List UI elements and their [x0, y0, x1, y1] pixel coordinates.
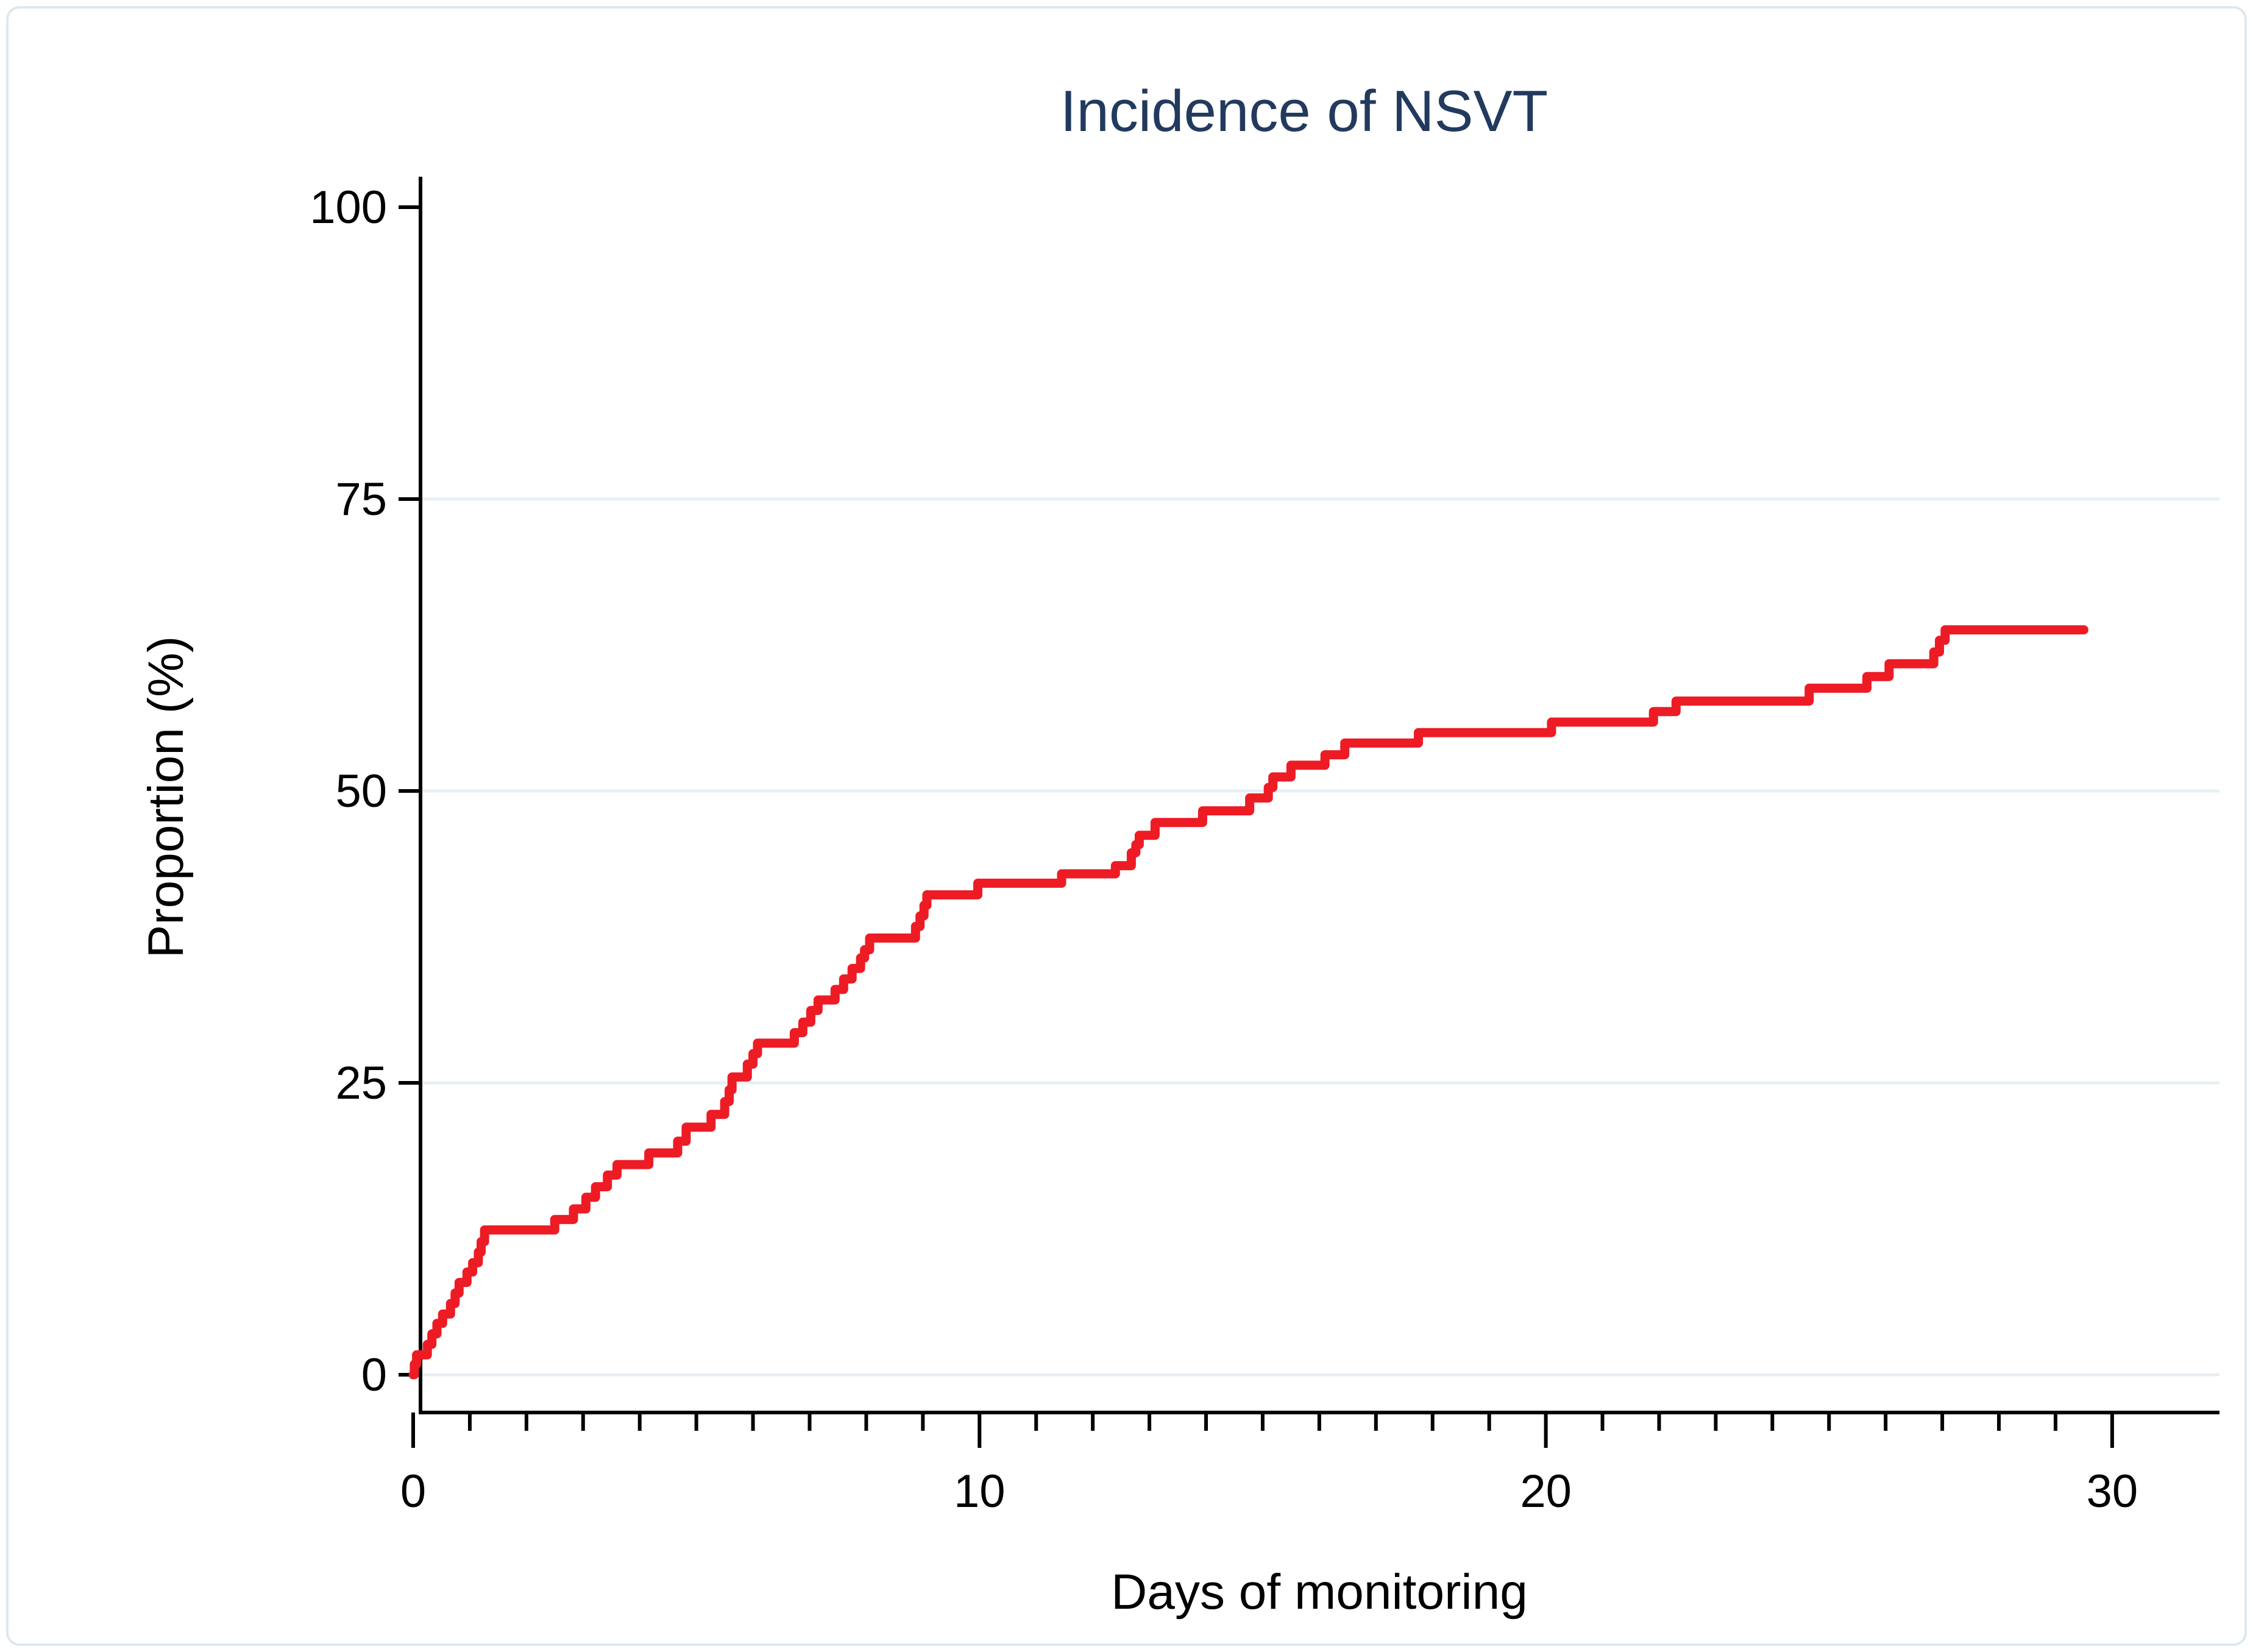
x-tick-label-0: 0: [400, 1466, 426, 1517]
x-tick-label-30: 30: [2087, 1466, 2138, 1517]
y-tick-label-75: 75: [335, 473, 387, 525]
y-tick-label-25: 25: [335, 1057, 387, 1109]
x-axis-title: Days of monitoring: [1111, 1564, 1528, 1620]
axis-ticks: [399, 205, 2114, 1448]
axis-tick-labels: 0 25 50 75 100 0 10 20 30: [310, 182, 2138, 1517]
x-tick-label-20: 20: [1520, 1466, 1572, 1517]
gridlines: [420, 497, 2219, 1377]
y-tick-label-100: 100: [310, 182, 387, 233]
x-tick-label-10: 10: [954, 1466, 1006, 1517]
y-axis-title: Proportion (%): [138, 636, 194, 959]
incidence-curve: [408, 625, 2088, 1380]
y-tick-label-50: 50: [335, 765, 387, 817]
axes: [419, 177, 2219, 1414]
chart-title: Incidence of NSVT: [1060, 79, 1548, 144]
y-tick-label-0: 0: [361, 1349, 387, 1401]
